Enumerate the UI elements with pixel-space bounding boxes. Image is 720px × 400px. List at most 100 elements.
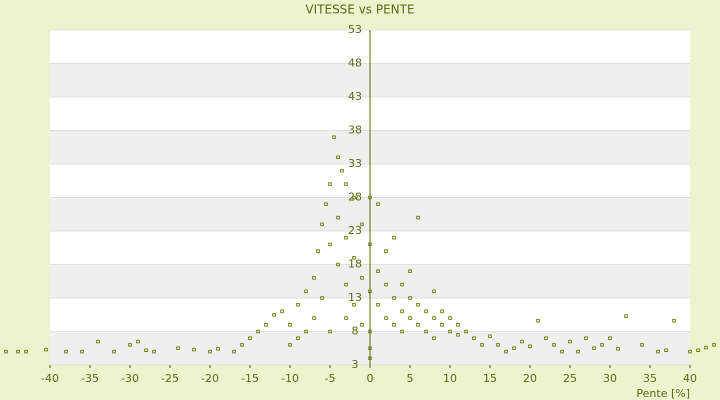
point bbox=[536, 319, 540, 323]
y-tick-label: 13 bbox=[348, 291, 362, 304]
point bbox=[400, 309, 404, 314]
x-tick-label: 10 bbox=[443, 372, 457, 385]
point bbox=[416, 302, 420, 307]
point bbox=[456, 323, 460, 327]
point bbox=[608, 336, 612, 340]
point bbox=[480, 343, 484, 347]
point bbox=[344, 235, 348, 240]
point bbox=[696, 348, 700, 353]
point bbox=[272, 313, 276, 317]
point bbox=[432, 316, 436, 320]
point bbox=[376, 302, 380, 307]
point bbox=[448, 316, 452, 320]
point bbox=[240, 343, 244, 347]
point bbox=[368, 289, 372, 294]
point bbox=[256, 329, 260, 334]
point bbox=[520, 339, 524, 344]
point bbox=[304, 329, 308, 334]
point bbox=[336, 262, 340, 267]
point bbox=[4, 349, 8, 354]
point bbox=[368, 242, 372, 247]
point bbox=[332, 135, 336, 139]
point bbox=[368, 356, 372, 361]
point bbox=[624, 314, 628, 318]
point bbox=[152, 349, 156, 354]
point bbox=[336, 215, 340, 220]
point bbox=[592, 346, 596, 351]
point bbox=[328, 329, 332, 334]
point bbox=[560, 349, 564, 354]
point bbox=[408, 269, 412, 273]
point bbox=[392, 323, 396, 327]
point bbox=[16, 349, 20, 354]
x-tick-label: -25 bbox=[161, 372, 179, 385]
point bbox=[340, 168, 344, 173]
point bbox=[336, 155, 340, 160]
point bbox=[288, 323, 292, 327]
point bbox=[392, 296, 396, 300]
point bbox=[408, 296, 412, 300]
point bbox=[344, 282, 348, 287]
point bbox=[416, 323, 420, 327]
point bbox=[416, 215, 420, 220]
point bbox=[296, 302, 300, 307]
point bbox=[376, 202, 380, 206]
y-tick-label: 43 bbox=[348, 90, 362, 103]
point bbox=[176, 346, 180, 351]
x-tick-label: -30 bbox=[121, 372, 139, 385]
point bbox=[328, 182, 332, 186]
point bbox=[360, 222, 364, 227]
x-tick-label: -35 bbox=[81, 372, 99, 385]
point bbox=[432, 289, 436, 294]
x-tick-label: -10 bbox=[281, 372, 299, 385]
x-tick-label: 5 bbox=[407, 372, 414, 385]
point bbox=[208, 349, 212, 354]
x-tick-label: 35 bbox=[643, 372, 657, 385]
x-tick-label: 15 bbox=[483, 372, 497, 385]
point bbox=[64, 349, 68, 354]
point bbox=[656, 349, 660, 354]
y-tick-label: 33 bbox=[348, 157, 362, 170]
point bbox=[376, 269, 380, 273]
x-tick-label: 0 bbox=[367, 372, 374, 385]
point bbox=[352, 195, 356, 200]
point bbox=[324, 202, 328, 206]
y-tick-label: 53 bbox=[348, 23, 362, 36]
x-tick-label: -40 bbox=[41, 372, 59, 385]
point bbox=[44, 347, 48, 352]
point bbox=[600, 343, 604, 347]
point bbox=[512, 346, 516, 351]
point bbox=[448, 329, 452, 334]
y-tick-label: 8 bbox=[352, 325, 359, 338]
point bbox=[704, 345, 708, 350]
point bbox=[472, 336, 476, 340]
point bbox=[440, 323, 444, 327]
point bbox=[432, 336, 436, 340]
point bbox=[80, 349, 84, 354]
point bbox=[352, 256, 356, 260]
point bbox=[584, 336, 588, 340]
x-tick-label: 30 bbox=[603, 372, 617, 385]
point bbox=[544, 336, 548, 340]
x-tick-label: 25 bbox=[563, 372, 577, 385]
point bbox=[296, 336, 300, 340]
point bbox=[344, 182, 348, 186]
point bbox=[232, 349, 236, 354]
chart-title: VITESSE vs PENTE bbox=[305, 3, 414, 17]
point bbox=[616, 347, 620, 351]
point bbox=[248, 336, 252, 340]
point bbox=[672, 319, 676, 323]
point bbox=[640, 343, 644, 347]
point bbox=[320, 222, 324, 227]
point bbox=[368, 346, 372, 351]
point bbox=[320, 296, 324, 300]
point bbox=[316, 249, 320, 253]
point bbox=[24, 349, 28, 354]
point bbox=[368, 329, 372, 334]
point bbox=[408, 316, 412, 320]
point bbox=[264, 323, 268, 327]
point bbox=[384, 316, 388, 320]
x-tick-label: -15 bbox=[241, 372, 259, 385]
y-tick-label: 18 bbox=[348, 258, 362, 271]
